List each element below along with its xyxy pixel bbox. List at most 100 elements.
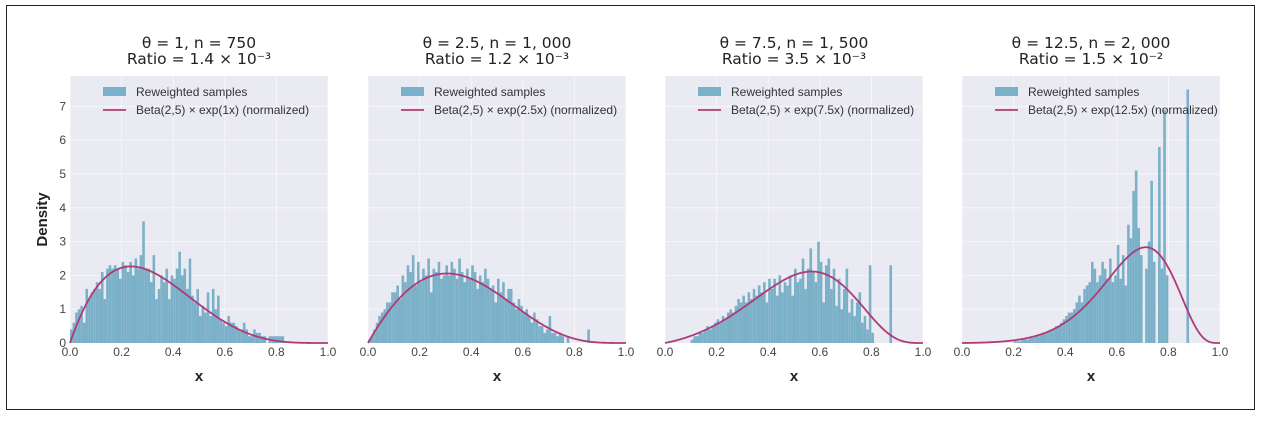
histogram-bar xyxy=(861,322,864,343)
legend-label-bars: Reweighted samples xyxy=(731,85,842,99)
x-axis-label: x xyxy=(493,368,502,385)
histogram-bar xyxy=(466,268,469,343)
histogram-bar xyxy=(1018,341,1022,343)
histogram-bar xyxy=(144,268,148,343)
histogram-bar xyxy=(1085,285,1089,343)
histogram-bar xyxy=(209,315,212,343)
legend-swatch-bars xyxy=(103,87,126,96)
histogram-bar xyxy=(170,275,174,343)
x-tick-label: 1.0 xyxy=(618,345,635,359)
density-curve xyxy=(664,270,923,344)
histogram-bar xyxy=(455,278,459,343)
x-tick-label: 0.4 xyxy=(463,345,480,359)
histogram-bar xyxy=(375,322,379,343)
histogram-bar xyxy=(1186,89,1190,344)
histogram-bar xyxy=(494,302,497,343)
histogram-bar xyxy=(791,295,794,343)
histogram-bar xyxy=(489,288,492,343)
histogram-bar xyxy=(419,282,423,343)
histogram-bar xyxy=(1029,337,1032,343)
histogram-bar xyxy=(533,312,536,343)
legend-label-curve: Beta(2,5) × exp(12.5x) (normalized) xyxy=(1028,103,1218,117)
histogram-bar xyxy=(427,258,430,343)
legend-label-curve: Beta(2,5) × exp(1x) (normalized) xyxy=(136,103,309,117)
x-tick-label: 0.6 xyxy=(514,345,531,359)
histogram-bar xyxy=(1021,339,1024,343)
histogram-bar xyxy=(263,336,267,343)
histogram-bar xyxy=(744,302,748,343)
y-tick-label: 7 xyxy=(59,99,66,113)
histogram-bar xyxy=(1129,238,1133,343)
histogram-bar xyxy=(1114,275,1117,343)
histogram-bar xyxy=(155,299,158,343)
histogram-bar xyxy=(1049,329,1053,343)
histogram-bar xyxy=(706,326,709,343)
histogram-bar xyxy=(866,329,869,343)
y-tick-label: 1 xyxy=(59,302,66,316)
histogram-bar xyxy=(186,288,189,343)
histogram-bar xyxy=(160,275,163,343)
histogram-bar xyxy=(502,282,505,343)
histogram-bar xyxy=(520,305,523,343)
x-tick-label: 0.4 xyxy=(1057,345,1074,359)
density-curve xyxy=(69,265,328,344)
histogram-bar xyxy=(173,278,176,343)
histogram-bar xyxy=(1052,329,1055,343)
histogram-bar xyxy=(229,322,233,343)
histogram-bar xyxy=(468,278,472,343)
histogram-bar xyxy=(1065,315,1068,343)
histogram-bar xyxy=(422,268,425,343)
histogram-bar xyxy=(139,255,143,343)
histogram-bar xyxy=(432,268,436,343)
x-tick-label: 0.8 xyxy=(566,345,583,359)
x-tick-label: 1.0 xyxy=(320,345,337,359)
histogram-bar xyxy=(165,268,169,343)
x-tick-label: 0.8 xyxy=(1160,345,1177,359)
histogram-bar xyxy=(242,322,246,343)
histogram-bar xyxy=(1044,332,1048,343)
histogram-bar xyxy=(497,278,500,343)
histogram-bar xyxy=(80,305,83,343)
histogram-bar xyxy=(100,272,104,343)
histogram-bar xyxy=(168,299,171,343)
histogram-bar xyxy=(845,268,849,343)
histogram-bar xyxy=(108,265,112,343)
histogram-bar xyxy=(206,292,210,343)
histogram-bar xyxy=(411,255,415,343)
histogram-bar xyxy=(693,336,696,343)
histogram-bar xyxy=(809,248,813,343)
histogram-bar xyxy=(1098,275,1102,343)
histogram-bar xyxy=(551,332,554,343)
histogram-bar xyxy=(486,278,490,343)
histogram-bar xyxy=(796,282,800,343)
histogram-bar xyxy=(1121,255,1125,343)
histogram-bar xyxy=(757,285,761,343)
histogram-bar xyxy=(157,288,161,343)
subplot-1: 0.0 0.2 0.4 0.6 0.8 1.0 0 1 2 3 4 5 6 7 x Density θ = 1,… xyxy=(34,34,337,385)
histogram-bar xyxy=(460,272,464,343)
histogram-bar xyxy=(855,302,859,343)
histogram-bar xyxy=(245,329,249,343)
histogram-bar xyxy=(373,329,376,343)
x-tick-label: 0.0 xyxy=(657,345,674,359)
histogram-bar xyxy=(1060,322,1063,343)
histogram-bar xyxy=(178,251,181,343)
histogram-bar xyxy=(111,268,114,343)
histogram-bar xyxy=(191,295,194,343)
density-curve xyxy=(367,272,626,344)
histogram-bar xyxy=(1078,295,1081,343)
x-tick-label: 0.0 xyxy=(62,345,79,359)
histogram-bar xyxy=(1091,261,1094,343)
legend-label-curve: Beta(2,5) × exp(7.5x) (normalized) xyxy=(731,103,914,117)
subplot-title-line1: θ = 7.5, n = 1, 500 xyxy=(720,34,869,52)
histogram-bar xyxy=(124,265,127,343)
histogram-bar xyxy=(478,275,482,343)
subplot-title-line2: Ratio = 1.4 × 10⁻³ xyxy=(127,50,271,68)
histogram-bar xyxy=(1041,332,1045,343)
subplot-title-line1: θ = 1, n = 750 xyxy=(142,34,256,52)
legend-label-bars: Reweighted samples xyxy=(136,85,247,99)
x-axis-label: x xyxy=(1087,368,1096,385)
histogram-bar xyxy=(850,299,854,343)
histogram-bar xyxy=(484,268,487,343)
histogram-bar xyxy=(806,268,810,343)
